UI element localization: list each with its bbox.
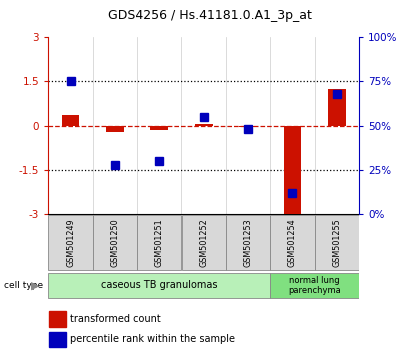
Text: GSM501255: GSM501255 bbox=[332, 218, 341, 267]
FancyBboxPatch shape bbox=[48, 215, 92, 270]
Text: transformed count: transformed count bbox=[70, 314, 160, 324]
Text: ▶: ▶ bbox=[31, 280, 39, 290]
Text: GSM501249: GSM501249 bbox=[66, 218, 75, 267]
Text: GDS4256 / Hs.41181.0.A1_3p_at: GDS4256 / Hs.41181.0.A1_3p_at bbox=[108, 9, 312, 22]
FancyBboxPatch shape bbox=[315, 215, 359, 270]
Text: GSM501251: GSM501251 bbox=[155, 218, 164, 267]
FancyBboxPatch shape bbox=[181, 215, 226, 270]
Bar bbox=[150, 126, 168, 130]
FancyBboxPatch shape bbox=[93, 215, 137, 270]
FancyBboxPatch shape bbox=[48, 273, 270, 298]
Text: GSM501253: GSM501253 bbox=[244, 218, 252, 267]
Bar bbox=[239, 126, 257, 127]
Bar bbox=[62, 115, 79, 126]
Text: cell type: cell type bbox=[4, 281, 43, 290]
Bar bbox=[284, 126, 302, 214]
FancyBboxPatch shape bbox=[270, 215, 315, 270]
Text: GSM501254: GSM501254 bbox=[288, 218, 297, 267]
Text: percentile rank within the sample: percentile rank within the sample bbox=[70, 335, 235, 344]
Bar bbox=[50, 312, 66, 327]
Bar bbox=[328, 89, 346, 126]
Bar bbox=[195, 124, 213, 126]
Text: caseous TB granulomas: caseous TB granulomas bbox=[101, 280, 218, 290]
FancyBboxPatch shape bbox=[226, 215, 270, 270]
Text: normal lung
parenchyma: normal lung parenchyma bbox=[288, 276, 341, 295]
FancyBboxPatch shape bbox=[270, 273, 359, 298]
Text: GSM501250: GSM501250 bbox=[110, 218, 119, 267]
FancyBboxPatch shape bbox=[137, 215, 181, 270]
Text: GSM501252: GSM501252 bbox=[199, 218, 208, 267]
Bar bbox=[50, 332, 66, 347]
Bar bbox=[106, 126, 124, 132]
